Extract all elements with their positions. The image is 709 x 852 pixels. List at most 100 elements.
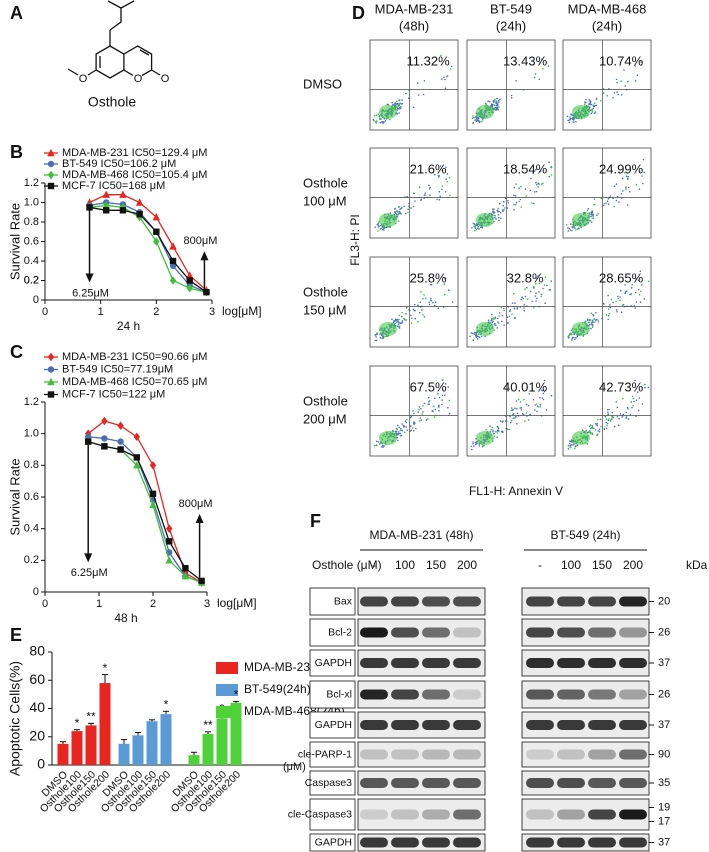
event-dot	[471, 227, 473, 229]
bar	[71, 731, 83, 765]
event-dot	[423, 316, 426, 318]
event-dot	[522, 297, 524, 300]
event-dot	[639, 270, 642, 273]
event-dot	[391, 318, 393, 321]
bar	[188, 755, 200, 765]
event-dot	[568, 442, 571, 445]
event-dot	[475, 224, 477, 226]
event-dot	[574, 117, 576, 119]
event-dot	[434, 173, 436, 176]
band	[557, 809, 585, 820]
band	[422, 596, 450, 607]
event-dot	[507, 202, 510, 204]
event-dot	[537, 275, 539, 277]
event-dot	[422, 93, 425, 96]
data-point	[149, 461, 157, 470]
column-header: (24h)	[496, 18, 526, 33]
band	[557, 778, 585, 788]
event-dot	[538, 78, 540, 81]
event-dot	[413, 192, 416, 195]
event-dot	[376, 120, 378, 122]
event-dot	[492, 430, 494, 433]
event-dot	[616, 310, 618, 313]
arrow-head	[195, 514, 204, 523]
event-dot	[477, 120, 480, 123]
event-dot	[641, 284, 643, 286]
event-dot	[444, 78, 446, 81]
event-dot	[407, 211, 409, 214]
event-dot	[438, 396, 441, 399]
event-dot	[420, 419, 423, 421]
event-dot	[430, 299, 433, 302]
kda-label: 19	[658, 801, 670, 813]
event-dot	[586, 209, 589, 212]
y-tick-label: 0.4	[24, 523, 39, 535]
event-dot	[626, 406, 629, 409]
event-dot	[526, 298, 529, 300]
event-dot	[441, 379, 444, 381]
event-cluster	[572, 213, 590, 227]
event-dot	[473, 331, 476, 334]
event-dot	[491, 105, 494, 108]
event-dot	[634, 65, 636, 67]
event-dot	[433, 416, 436, 418]
event-dot	[477, 225, 480, 228]
event-dot	[593, 102, 596, 104]
x-tick-label: 0	[42, 306, 48, 318]
data-point	[166, 524, 173, 533]
label-box	[309, 770, 356, 796]
data-point	[119, 190, 127, 198]
event-dot	[514, 407, 516, 410]
event-dot	[474, 116, 477, 118]
band	[557, 720, 585, 730]
event-dot	[392, 104, 395, 106]
event-dot	[589, 100, 591, 103]
event-dot	[375, 114, 378, 116]
event-dot	[401, 320, 404, 322]
event-dot	[474, 226, 476, 228]
event-dot	[570, 329, 573, 332]
event-dot	[410, 322, 413, 324]
event-dot	[635, 278, 637, 280]
event-dot	[593, 427, 595, 430]
band	[588, 596, 616, 607]
legend-label: MCF-7 IC50=122 μM	[62, 388, 165, 400]
event-dot	[485, 103, 487, 105]
event-dot	[637, 288, 640, 291]
event-dot	[513, 292, 515, 295]
panel-label: F	[310, 511, 321, 531]
event-dot	[405, 306, 408, 309]
series-line	[89, 194, 207, 291]
event-dot	[497, 213, 500, 216]
event-dot	[473, 225, 475, 227]
event-dot	[405, 212, 407, 215]
event-dot	[620, 94, 623, 96]
event-dot	[410, 317, 413, 320]
event-dot	[586, 443, 589, 445]
event-dot	[520, 298, 523, 301]
event-dot	[631, 406, 633, 409]
event-dot	[481, 119, 484, 121]
event-dot	[524, 188, 527, 190]
event-dot	[414, 309, 416, 312]
event-dot	[495, 324, 497, 327]
event-dot	[630, 401, 632, 403]
event-dot	[396, 100, 398, 103]
event-dot	[497, 99, 500, 102]
event-dot	[605, 418, 608, 421]
event-dot	[399, 208, 401, 211]
band	[391, 749, 419, 760]
event-dot	[596, 433, 599, 435]
event-dot	[382, 226, 384, 229]
band	[422, 837, 450, 848]
quadrant-percentage: 67.5%	[410, 379, 447, 394]
event-dot	[498, 315, 501, 317]
arrow-head	[84, 553, 93, 563]
event-dot	[626, 204, 629, 206]
event-dot	[613, 205, 615, 208]
event-dot	[500, 420, 502, 422]
event-dot	[591, 425, 594, 427]
legend-swatch	[216, 662, 238, 674]
event-dot	[438, 190, 441, 193]
event-dot	[478, 336, 481, 338]
